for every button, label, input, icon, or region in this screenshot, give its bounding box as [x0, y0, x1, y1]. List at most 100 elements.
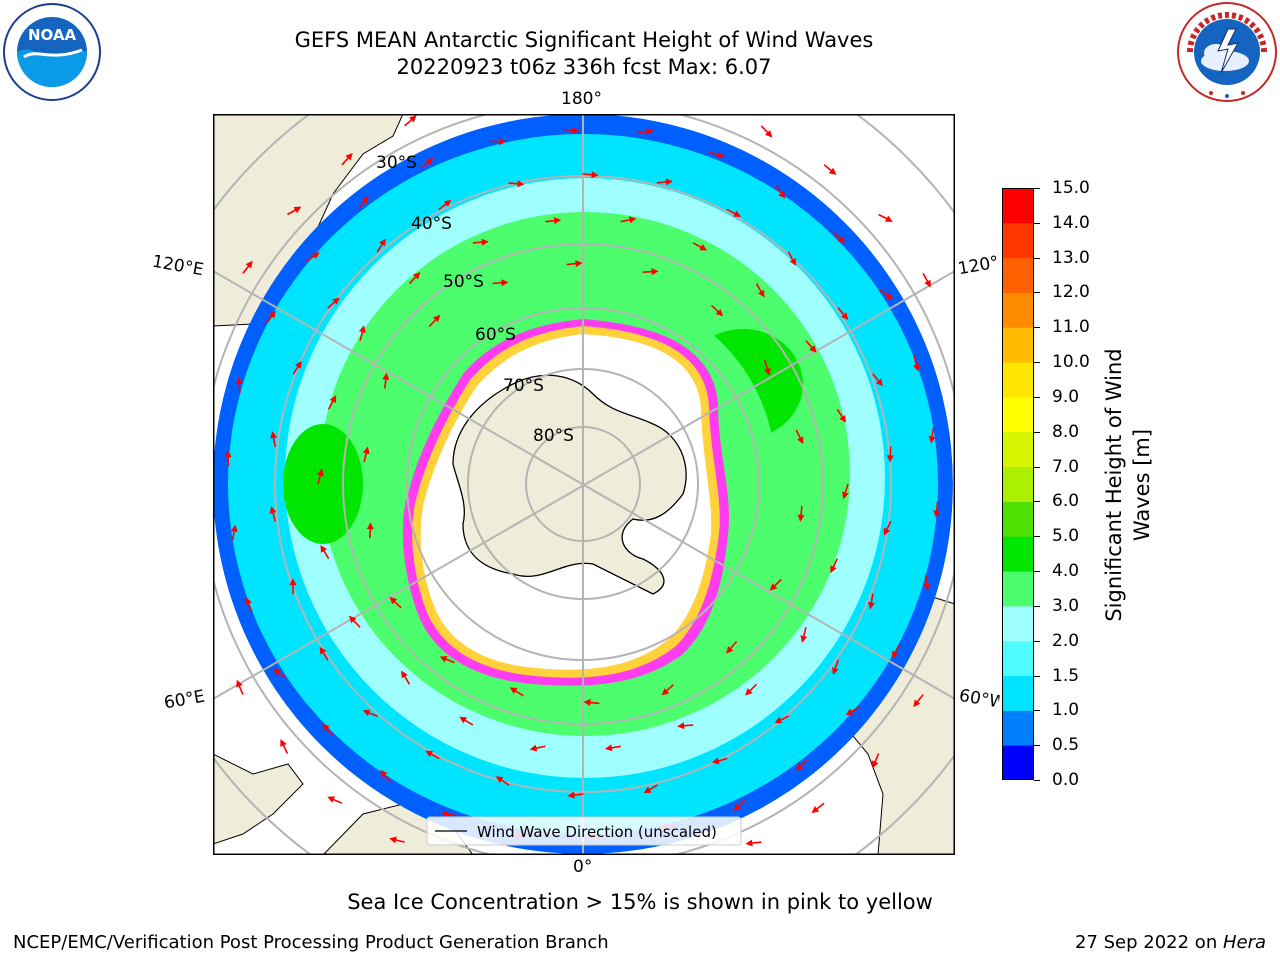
- wind-arrow-head: [295, 360, 302, 369]
- colorbar-tick-mark: [1034, 466, 1040, 468]
- wind-arrow-head: [575, 260, 583, 268]
- colorbar-border: [1002, 188, 1034, 780]
- wind-arrow-head: [699, 244, 708, 251]
- colorbar-tick-mark: [1034, 431, 1040, 433]
- wind-arrow-head: [891, 650, 899, 659]
- colorbar-segment: [1002, 536, 1034, 572]
- wind-arrow-head: [645, 128, 654, 136]
- wind-arrow-head: [443, 199, 452, 207]
- wind-arrow-head: [830, 565, 837, 574]
- colorbar-tick-mark: [1034, 745, 1040, 747]
- colorbar-tick-mark: [1034, 780, 1040, 781]
- wind-arrow-head: [797, 436, 804, 445]
- colorbar-tick-mark: [1034, 710, 1040, 712]
- wind-arrow-head: [745, 688, 753, 696]
- wind-arrow-head: [778, 190, 786, 199]
- wind-arrow-head: [272, 668, 281, 676]
- footer-host: Hera: [1222, 932, 1266, 953]
- colorbar-tick-label: 2.0: [1052, 630, 1080, 651]
- lat-label-60s: 60°S: [475, 325, 516, 345]
- colorbar-tick-mark: [1034, 396, 1040, 398]
- map-frame: [213, 114, 955, 855]
- noaa-logo-text: NOAA: [28, 26, 77, 44]
- graticule: [213, 114, 955, 855]
- footer-date: 27 Sep 2022 on Hera: [1075, 932, 1266, 953]
- lat-label-40s: 40°S: [411, 214, 452, 234]
- colorbar-tick-mark: [1034, 571, 1040, 573]
- wind-arrow-head: [628, 216, 637, 224]
- colorbar-segment: [1002, 292, 1034, 328]
- colorbar-scale: [1002, 188, 1034, 781]
- colorbar-tick-label: 14.0: [1052, 212, 1090, 233]
- wind-arrow-head: [924, 279, 931, 288]
- sea-ice-note: Sea Ice Concentration > 15% is shown in …: [347, 890, 933, 914]
- wind-arrow-head: [382, 372, 390, 380]
- colorbar-segment: [1002, 501, 1034, 537]
- wind-arrow-head: [885, 292, 894, 300]
- colorbar-tick-label: 10.0: [1052, 352, 1090, 373]
- wind-arrow-head: [651, 268, 659, 276]
- wind-arrow-head: [769, 583, 778, 591]
- footer-credit: NCEP/EMC/Verification Post Processing Pr…: [13, 932, 609, 953]
- wind-arrow-head: [842, 491, 849, 500]
- wind-arrow-head: [270, 431, 278, 439]
- wind-arrow-head: [366, 522, 374, 530]
- wind-arrow-head: [733, 210, 742, 217]
- wind-arrow-head: [591, 171, 599, 179]
- wind-arrow-head: [604, 744, 613, 752]
- wind-arrow-head: [758, 289, 765, 298]
- wind-arrow-head: [715, 308, 724, 317]
- wind-arrow-head: [789, 258, 797, 266]
- wind-arrow-head: [529, 744, 538, 752]
- wind-arrow-head: [912, 363, 920, 372]
- wind-arrow-head: [841, 312, 849, 320]
- colorbar-segment: [1002, 675, 1034, 711]
- wind-arrow-head: [432, 314, 441, 323]
- wind-arrow-head: [517, 180, 525, 188]
- lon-label-60w: 60°W: [957, 685, 1001, 713]
- wind-arrow-head: [268, 310, 276, 319]
- lon-label-120w: 120°W: [956, 252, 1000, 280]
- colorbar-tick-mark: [1034, 222, 1040, 224]
- colorbar-tick-label: 12.0: [1052, 282, 1090, 303]
- footer-date-text: 27 Sep 2022 on: [1075, 932, 1223, 953]
- colorbar-tick-mark: [1034, 536, 1040, 538]
- colorbar-tick-mark: [1034, 292, 1040, 294]
- wind-arrow-head: [509, 687, 518, 695]
- wind-arrow-head: [327, 796, 336, 803]
- wind-arrow-head: [224, 450, 232, 458]
- wind-arrow-head: [409, 115, 417, 123]
- colorbar-tick-mark: [1034, 257, 1040, 259]
- colorbar-tick-mark: [1034, 605, 1040, 607]
- wind-arrow-head: [412, 271, 421, 280]
- wind-arrow-head: [230, 524, 238, 533]
- wind-arrow-head: [280, 739, 287, 747]
- wind-arrow-head: [345, 152, 353, 161]
- wind-arrow-head: [316, 468, 324, 477]
- wind-arrow-head: [379, 238, 386, 247]
- wind-arrow-head: [774, 716, 783, 724]
- wind-arrow-head: [928, 435, 936, 444]
- colorbar-segment: [1002, 362, 1034, 398]
- wind-arrow-head: [389, 836, 397, 844]
- colorbar-label-line1: Significant Height of Wind: [1102, 348, 1126, 622]
- wind-arrow-head: [839, 414, 847, 423]
- wind-arrow-head: [711, 757, 720, 765]
- page-subtitle: 20220923 t06z 336h fcst Max: 6.07: [396, 55, 772, 79]
- wind-arrow-head: [716, 151, 725, 159]
- wind-arrow-head: [425, 750, 434, 758]
- colorbar-segment: [1002, 431, 1034, 468]
- wind-arrow-head: [425, 157, 434, 165]
- map-legend: Wind Wave Direction (unscaled): [426, 816, 742, 846]
- wind-arrow-head: [845, 708, 854, 716]
- wind-arrow-head: [440, 810, 449, 818]
- wind-wave-arrows: [224, 115, 941, 847]
- lat-label-50s: 50°S: [443, 272, 484, 292]
- wind-arrow-head: [362, 709, 371, 717]
- wind-arrow-head: [320, 545, 328, 553]
- wind-arrow-head: [765, 129, 773, 138]
- nws-logo-icon: [1176, 1, 1278, 107]
- wind-arrow-head: [809, 345, 817, 353]
- wind-arrow-head: [501, 279, 509, 287]
- noaa-logo-icon: NOAA: [2, 2, 102, 106]
